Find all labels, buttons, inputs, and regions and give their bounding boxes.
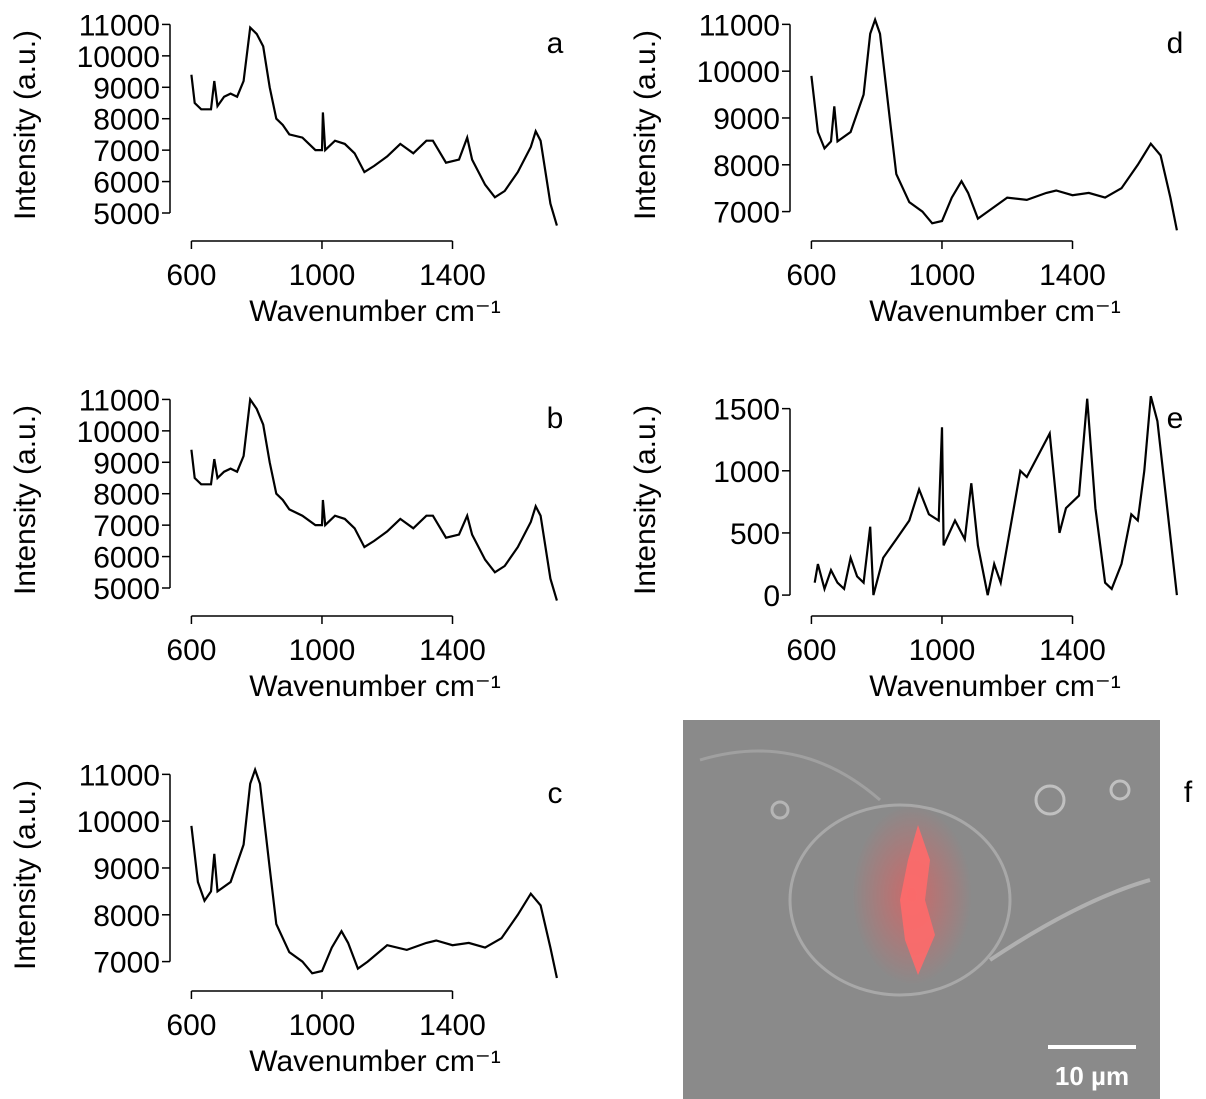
y-tick-label: 7000: [93, 135, 160, 168]
x-tick-label: 1400: [1039, 259, 1106, 292]
y-tick-label: 0: [763, 580, 780, 613]
x-tick-label: 1400: [419, 1009, 486, 1042]
panel-label: a: [547, 27, 564, 60]
y-axis-label: Intensity (a.u.): [629, 30, 662, 220]
x-axis-label: Wavenumber cm⁻¹: [249, 1045, 500, 1078]
panel-label: e: [1167, 402, 1184, 435]
x-tick-label: 1000: [289, 1009, 356, 1042]
y-tick-label: 10000: [77, 416, 160, 449]
spectrum-line: [810, 16, 1178, 231]
x-tick-label: 1400: [419, 259, 486, 292]
y-tick-label: 5000: [93, 573, 160, 606]
y-axis-label: Intensity (a.u.): [9, 30, 42, 220]
y-axis-label: Intensity (a.u.): [629, 405, 662, 595]
y-tick-label: 11000: [79, 759, 160, 792]
y-tick-label: 8000: [713, 150, 780, 183]
fluorescence-spot: [900, 825, 935, 975]
y-tick-label: 7000: [93, 510, 160, 543]
y-axis-label: Intensity (a.u.): [9, 780, 42, 970]
fiber: [988, 878, 1151, 962]
vesicle: [770, 800, 790, 820]
spectrum-line: [813, 395, 1178, 596]
y-tick-label: 6000: [93, 542, 160, 575]
vesicle: [1034, 784, 1066, 816]
y-tick-label: 7000: [93, 947, 160, 980]
y-tick-label: 6000: [93, 167, 160, 200]
panel-label: c: [548, 777, 563, 810]
y-tick-label: 1500: [713, 394, 780, 427]
chart-panel: 7000 8000 9000 10000 11000 600 1000 1400Wavenum…: [9, 759, 563, 1078]
y-tick-label: 9000: [713, 103, 780, 136]
y-tick-label: 11000: [79, 384, 160, 417]
panel-label: b: [547, 402, 564, 435]
y-tick-label: 8000: [93, 479, 160, 512]
y-tick-label: 500: [730, 518, 780, 551]
panel-label: d: [1167, 27, 1184, 60]
x-tick-label: 600: [166, 1009, 216, 1042]
x-tick-label: 1000: [909, 634, 976, 667]
x-tick-label: 600: [166, 259, 216, 292]
x-axis-label: Wavenumber cm⁻¹: [869, 670, 1120, 703]
x-tick-label: 600: [786, 259, 836, 292]
y-tick-label: 1000: [713, 456, 780, 489]
y-tick-label: 11000: [699, 9, 780, 42]
spectrum-line: [190, 25, 558, 226]
x-tick-label: 600: [786, 634, 836, 667]
y-tick-label: 8000: [93, 900, 160, 933]
y-tick-label: 9000: [93, 447, 160, 480]
y-tick-label: 8000: [93, 104, 160, 137]
y-tick-label: 10000: [77, 41, 160, 74]
x-tick-label: 1400: [1039, 634, 1106, 667]
x-tick-label: 1000: [909, 259, 976, 292]
x-axis-label: Wavenumber cm⁻¹: [249, 295, 500, 328]
x-tick-label: 1000: [289, 259, 356, 292]
cell-outline: [788, 803, 1012, 997]
y-tick-label: 5000: [93, 198, 160, 231]
vesicle: [1109, 779, 1131, 801]
y-tick-label: 11000: [79, 9, 160, 42]
scale-bar-label: 10 µm: [1055, 1061, 1129, 1091]
spectrum-line: [190, 766, 558, 979]
chart-panel: 7000 8000 9000 10000 11000 600 1000 1400Wavenum…: [629, 9, 1183, 328]
cell-edge: [699, 749, 881, 802]
x-tick-label: 600: [166, 634, 216, 667]
y-tick-label: 9000: [93, 72, 160, 105]
x-tick-label: 1000: [289, 634, 356, 667]
y-tick-label: 10000: [697, 56, 780, 89]
spectrum-line: [190, 396, 558, 601]
y-tick-label: 9000: [93, 853, 160, 886]
y-tick-label: 7000: [713, 197, 780, 230]
x-axis-label: Wavenumber cm⁻¹: [869, 295, 1120, 328]
micrograph: 10 µm f: [683, 720, 1193, 1099]
x-tick-label: 1400: [419, 634, 486, 667]
y-axis-label: Intensity (a.u.): [9, 405, 42, 595]
x-axis-label: Wavenumber cm⁻¹: [249, 670, 500, 703]
panel-label: f: [1184, 776, 1193, 809]
y-tick-label: 10000: [77, 806, 160, 839]
